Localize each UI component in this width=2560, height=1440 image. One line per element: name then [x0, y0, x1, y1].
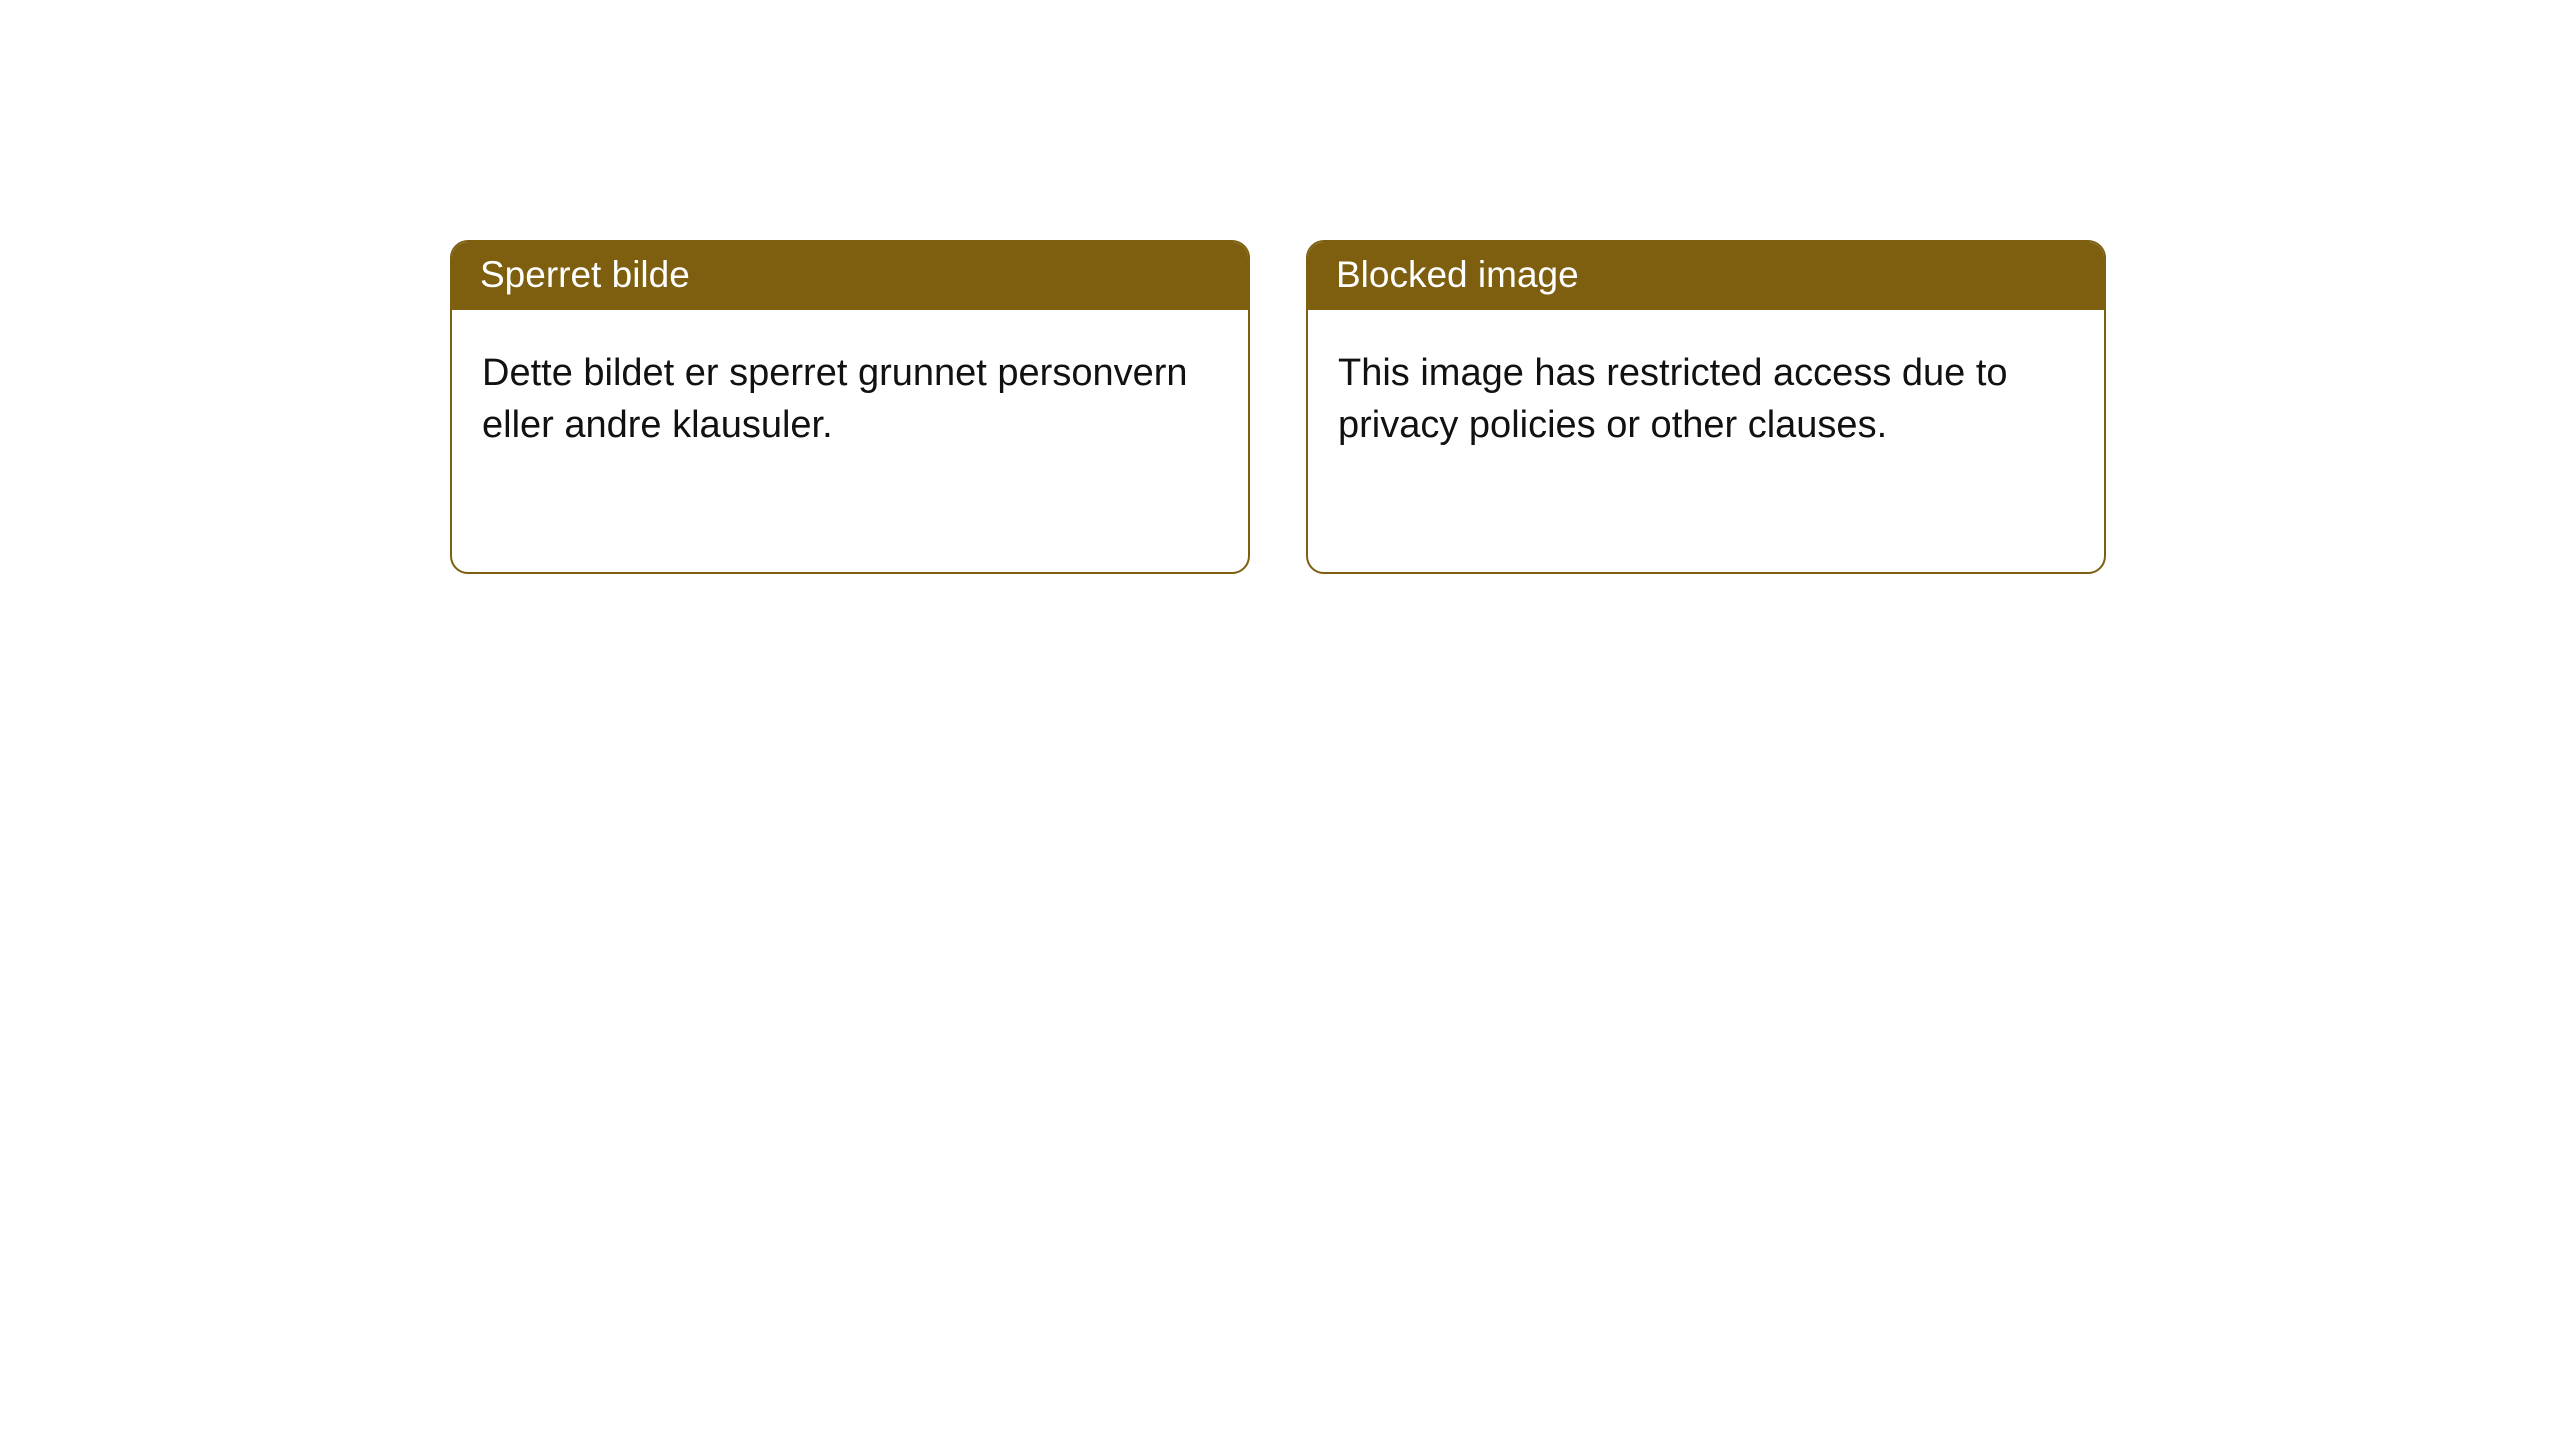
notice-body-text: Dette bildet er sperret grunnet personve…: [452, 310, 1248, 481]
notice-card-norwegian: Sperret bilde Dette bildet er sperret gr…: [450, 240, 1250, 574]
notice-card-english: Blocked image This image has restricted …: [1306, 240, 2106, 574]
notice-container: Sperret bilde Dette bildet er sperret gr…: [0, 0, 2560, 574]
notice-title: Blocked image: [1308, 242, 2104, 310]
notice-title: Sperret bilde: [452, 242, 1248, 310]
notice-body-text: This image has restricted access due to …: [1308, 310, 2104, 481]
